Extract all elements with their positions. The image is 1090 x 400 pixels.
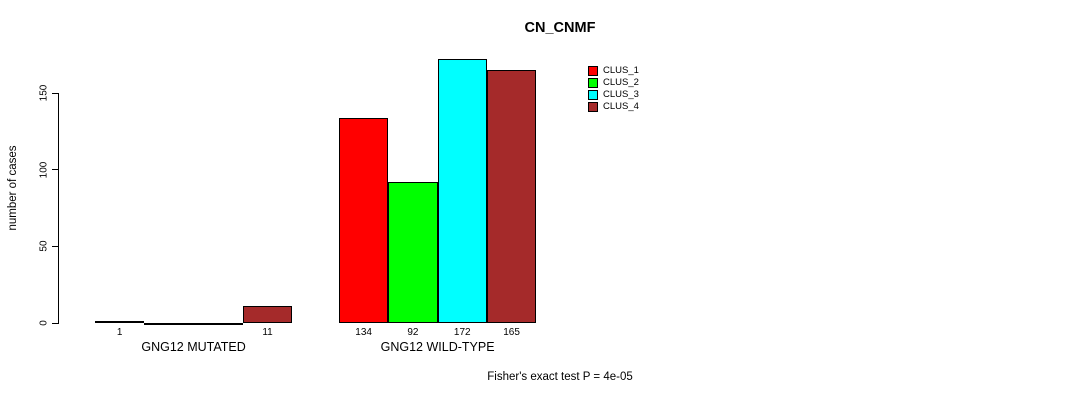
bar-value-label: 92 [407, 327, 419, 338]
group-label: GNG12 MUTATED [141, 340, 246, 354]
legend-label-clus_4: CLUS_4 [603, 101, 639, 112]
legend-label-clus_3: CLUS_3 [603, 89, 639, 100]
y-tick-mark [52, 92, 59, 94]
y-tick-label: 100 [38, 161, 50, 178]
bar-clus_3-2 [437, 59, 487, 323]
y-tick-label: 150 [38, 84, 50, 102]
chart-title: CN_CNMF [524, 20, 596, 36]
bar-clus_2-2 [388, 182, 438, 323]
legend-label-clus_2: CLUS_2 [603, 77, 639, 88]
group-label: GNG12 WILD-TYPE [380, 340, 495, 354]
bar-clus_1-1 [95, 321, 145, 323]
stat-annotation: Fisher's exact test P = 4e-05 [487, 371, 633, 383]
y-axis-label: number of cases [7, 145, 19, 231]
bar-clus_3-1 [193, 323, 243, 325]
bar-clus_2-1 [144, 323, 194, 325]
y-axis-line [58, 93, 60, 323]
bar-value-label: 134 [355, 327, 372, 338]
bar-clus_4-2 [486, 70, 537, 323]
bar-value-label: 11 [262, 327, 273, 338]
y-tick-mark [52, 169, 59, 171]
legend-swatch-clus_3 [588, 90, 598, 100]
legend-swatch-clus_2 [588, 78, 598, 88]
bar-clus_4-1 [242, 306, 293, 323]
legend-swatch-clus_1 [588, 66, 598, 76]
bar-value-label: 172 [453, 327, 471, 338]
y-tick-mark [52, 322, 59, 324]
y-tick-mark [52, 245, 59, 247]
bar-value-label: 165 [503, 327, 520, 338]
y-tick-label: 50 [38, 240, 50, 252]
bar-clus_1-2 [339, 118, 389, 323]
bar-value-label: 1 [116, 327, 123, 338]
y-tick-label: 0 [38, 320, 50, 326]
legend-label-clus_1: CLUS_1 [603, 65, 639, 76]
legend-swatch-clus_4 [588, 102, 598, 112]
